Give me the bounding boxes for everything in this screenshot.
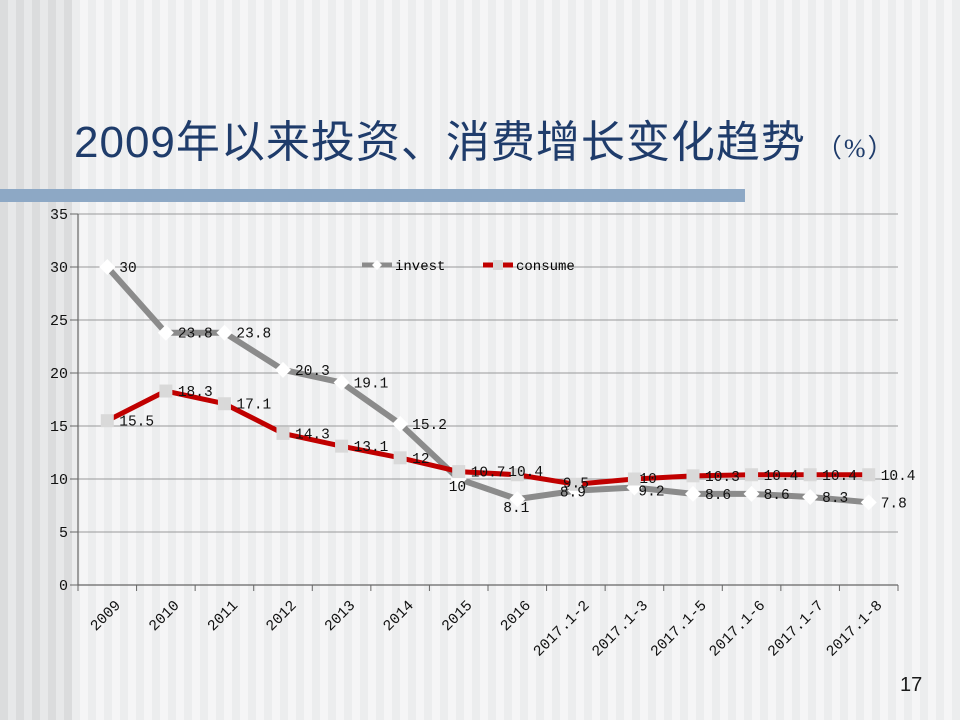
- x-tick-label: 2009: [87, 598, 124, 635]
- data-point-marker: [802, 489, 819, 506]
- y-tick-label: 0: [59, 578, 68, 595]
- x-tick-label: 2017.1-2: [530, 598, 593, 661]
- y-gridlines: [78, 213, 898, 533]
- data-label: 9.2: [638, 484, 664, 500]
- data-point-marker: [276, 426, 290, 440]
- data-point-marker: [509, 491, 526, 508]
- data-point-marker: [159, 384, 173, 398]
- x-tick-label: 2011: [204, 598, 241, 635]
- data-label: 12: [412, 452, 429, 468]
- x-tick-label: 2013: [322, 598, 359, 635]
- data-label: 13.1: [354, 440, 389, 456]
- data-label: 20.3: [295, 364, 330, 380]
- data-label: 8.1: [503, 501, 529, 517]
- invest-data-labels: 30 23.8 23.8 20.3 19.1 15.2 10 8.1 8.9 9.2 8.6 8.6 8…: [119, 261, 907, 517]
- x-tick-labels: 2009 2010 2011 2012 2013 2014 2015 20162017.1-2…: [77, 585, 899, 661]
- data-label: 8.6: [705, 488, 731, 504]
- data-label: 10.4: [764, 469, 799, 485]
- consume-series-line: [104, 388, 872, 487]
- data-label: 14.3: [295, 427, 330, 443]
- x-tick-label: 2016: [497, 598, 534, 635]
- consume-markers: [100, 384, 876, 491]
- data-label: 10: [449, 480, 466, 496]
- y-tick-label: 20: [50, 366, 68, 383]
- data-point-marker: [745, 468, 759, 482]
- y-tick-label: 35: [50, 207, 68, 224]
- data-point-marker: [393, 451, 407, 465]
- invest-markers: [99, 259, 877, 511]
- data-label: 10.3: [705, 470, 740, 486]
- data-point-marker: [862, 468, 876, 482]
- data-label: 30: [119, 261, 136, 277]
- y-tick-label: 10: [50, 472, 68, 489]
- data-point-marker: [333, 374, 350, 391]
- background-stripes-left: [0, 0, 72, 720]
- data-point-marker: [452, 465, 466, 479]
- page-number: 17: [900, 674, 923, 696]
- data-point-marker: [100, 414, 114, 428]
- data-point-marker: [216, 324, 233, 341]
- data-point-marker: [627, 472, 641, 486]
- y-tick-labels: 0 5 10 15 20 25 30 35: [50, 207, 78, 595]
- invest-series-line: [104, 264, 872, 506]
- data-label: 23.8: [178, 327, 213, 343]
- y-tick-label: 30: [50, 260, 68, 277]
- slide-title-unit-suffix: （%）: [815, 134, 896, 163]
- data-point-marker: [335, 439, 349, 453]
- x-tick-label: 2012: [263, 598, 300, 635]
- x-tick-label: 2017.1-8: [823, 598, 886, 661]
- data-point-marker: [275, 361, 291, 378]
- y-tick-label: 25: [50, 313, 68, 330]
- data-label: 17.1: [236, 398, 271, 414]
- data-label: 10.4: [881, 469, 916, 485]
- legend-label-invest: invest: [395, 259, 445, 275]
- x-tick-label: 2015: [439, 598, 476, 635]
- slide-title: 2009年以来投资、消费增长变化趋势 （%）: [74, 106, 914, 170]
- data-point-marker: [217, 397, 231, 411]
- x-tick-label: 2017.1-3: [589, 598, 652, 661]
- data-label: 10.4: [508, 465, 543, 481]
- data-label: 10: [639, 472, 656, 488]
- legend-label-consume: consume: [516, 259, 575, 275]
- data-label: 18.3: [178, 385, 213, 401]
- data-label: 8.9: [560, 486, 586, 502]
- data-point-marker: [860, 494, 877, 511]
- data-label: 15.2: [412, 418, 447, 434]
- invest-polyline: [104, 264, 872, 506]
- data-point-marker: [743, 485, 760, 502]
- data-label: 23.8: [236, 327, 271, 343]
- data-point-marker: [685, 485, 701, 502]
- consume-polyline: [104, 388, 872, 487]
- x-tick-label: 2017.1-7: [765, 598, 828, 661]
- data-label: 7.8: [881, 496, 907, 512]
- y-tick-label: 5: [59, 525, 68, 542]
- data-label: 15.5: [119, 415, 154, 431]
- legend: invest consume: [362, 259, 575, 275]
- x-tick-label: 2014: [380, 598, 417, 635]
- x-tick-label: 2017.1-6: [706, 598, 769, 661]
- legend-marker-invest: [372, 260, 382, 270]
- y-tick-label: 15: [50, 419, 68, 436]
- data-label: 10.4: [822, 469, 857, 485]
- data-point-marker: [686, 469, 700, 483]
- data-point-marker: [803, 468, 817, 482]
- legend-marker-consume: [493, 260, 503, 270]
- data-point-marker: [99, 259, 116, 275]
- title-underline-bar: [0, 189, 745, 202]
- data-label: 10.7: [471, 466, 506, 482]
- data-label: 8.3: [822, 491, 848, 507]
- data-point-marker: [157, 324, 174, 341]
- data-label: 9.5: [563, 476, 589, 492]
- data-label: 8.6: [764, 488, 790, 504]
- x-tick-label: 2017.1-5: [648, 598, 711, 661]
- data-point-marker: [569, 477, 583, 491]
- slide-title-text: 2009年以来投资、消费增长变化趋势: [74, 118, 806, 167]
- data-point-marker: [392, 415, 409, 432]
- data-point-marker: [510, 468, 524, 482]
- x-tick-label: 2010: [146, 598, 183, 635]
- data-label: 19.1: [354, 377, 389, 393]
